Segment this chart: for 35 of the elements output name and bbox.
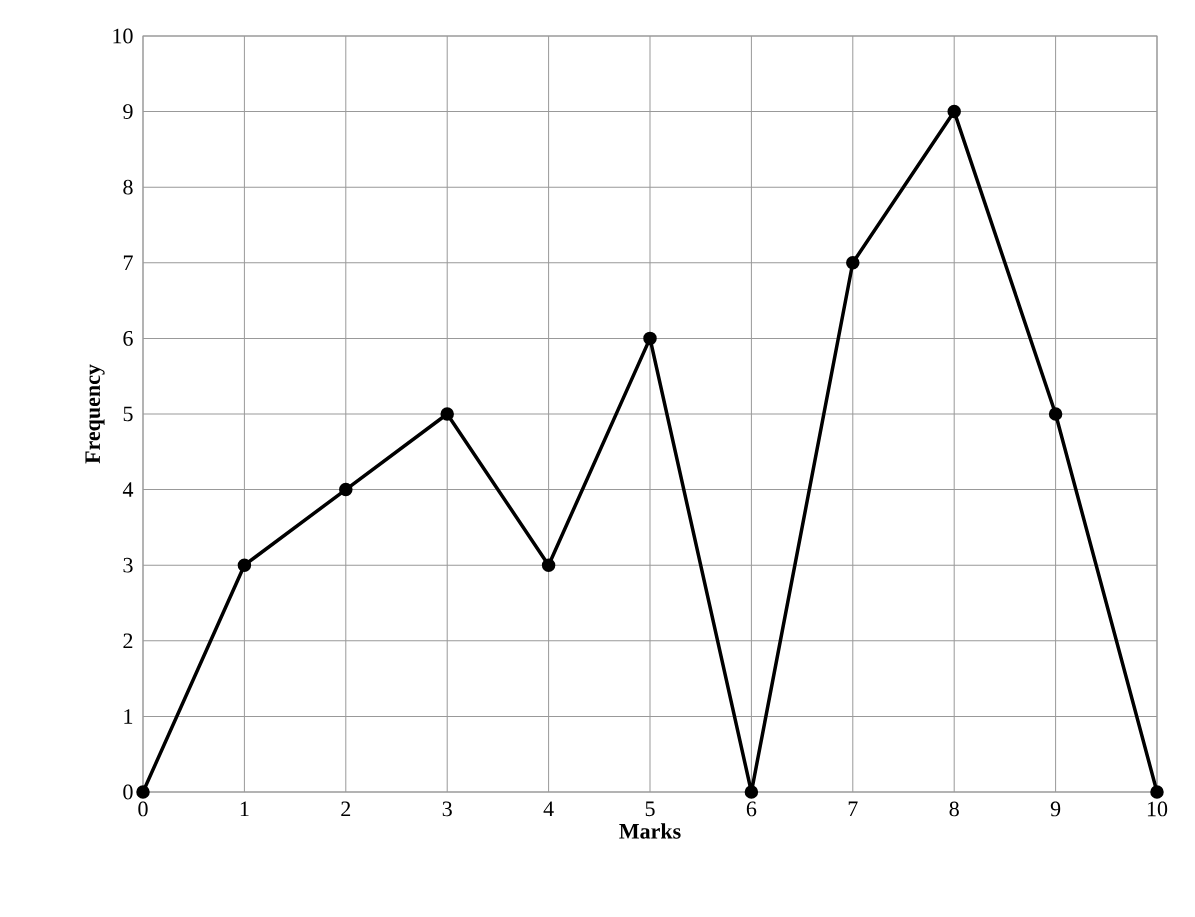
y-tick-label: 10 xyxy=(113,28,133,44)
point xyxy=(237,558,252,572)
x-tick-label: 1 xyxy=(240,801,249,817)
y-tick-label: 3 xyxy=(123,557,133,573)
y-axis-title: Frequency xyxy=(85,364,105,464)
y-tick-label: 5 xyxy=(123,406,133,422)
y-tick-label: 6 xyxy=(123,330,133,346)
x-tick-label: 4 xyxy=(543,801,554,816)
x-tick-label: 5 xyxy=(645,801,655,817)
x-tick-label: 6 xyxy=(746,801,757,817)
x-tick-label: 7 xyxy=(848,801,858,816)
point xyxy=(541,558,556,572)
point xyxy=(1048,407,1063,421)
point xyxy=(744,785,759,799)
y-tick-label: 7 xyxy=(123,255,133,270)
x-tick-label: 9 xyxy=(1050,801,1061,817)
x-tick-label: 8 xyxy=(949,801,959,817)
point xyxy=(1150,785,1164,799)
y-tick-label: 9 xyxy=(123,104,133,119)
x-tick-label: 3 xyxy=(442,801,452,817)
y-tick-label: 2 xyxy=(123,633,133,649)
point xyxy=(846,256,860,270)
point xyxy=(339,482,353,497)
y-tick-label: 0 xyxy=(123,784,133,800)
x-tick-label: 2 xyxy=(341,801,351,817)
x-tick-label: 10 xyxy=(1147,801,1168,817)
x-tick-label: 0 xyxy=(138,801,148,817)
point xyxy=(643,331,657,346)
point xyxy=(440,407,454,421)
point xyxy=(136,785,150,799)
x-axis-title: Marks xyxy=(619,823,681,839)
point xyxy=(947,104,961,119)
y-tick-label: 4 xyxy=(122,482,134,497)
y-tick-label: 1 xyxy=(124,709,133,724)
y-tick-label: 8 xyxy=(123,179,133,195)
